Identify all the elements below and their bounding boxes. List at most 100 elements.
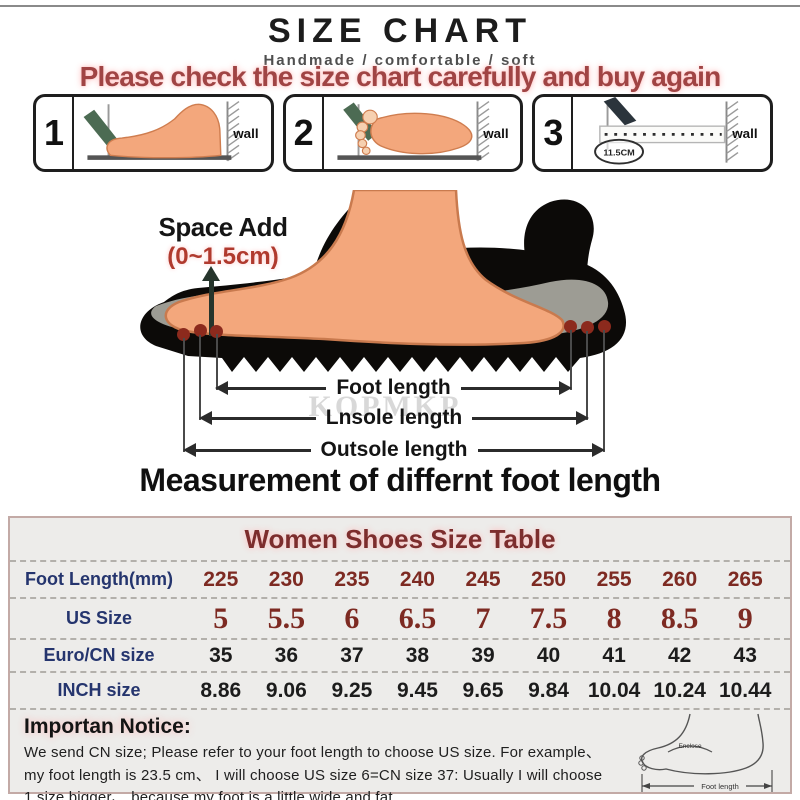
- cell: 9.25: [331, 678, 373, 702]
- cell: 5.5: [267, 601, 306, 635]
- cell: 240: [399, 567, 435, 591]
- notice-line: my foot length is 23.5 cm、 I will choose…: [24, 766, 603, 784]
- cell: 39: [471, 643, 495, 667]
- heel-dot: [564, 320, 577, 333]
- foot-in-shoe: [164, 190, 565, 346]
- row-label: Foot Length(mm): [25, 569, 173, 589]
- ruler-wall-icon: 11.5CM wall: [594, 97, 758, 165]
- wall-hatch: [476, 101, 490, 162]
- foot-outline-sketch: Enclose Foot length: [638, 713, 773, 792]
- cell: 245: [465, 567, 501, 591]
- step-number: 2: [286, 97, 324, 169]
- insole-length-label: Lnsole length: [325, 406, 463, 429]
- notice-line: We send CN size; Please refer to your fo…: [24, 744, 602, 761]
- table-row-us-size: US Size 5 5.5 6 6.5 7 7.5 8 8.5 9: [10, 597, 790, 638]
- cell: 9.84: [528, 678, 569, 702]
- toe-dot: [194, 324, 207, 337]
- toes-icon: [354, 109, 378, 155]
- row-label: US Size: [65, 608, 133, 628]
- wall-hatch: [726, 101, 739, 162]
- toe-dot: [177, 328, 190, 341]
- measure-guide-line: [199, 335, 201, 420]
- watermark: KOPMKP: [308, 390, 462, 423]
- cell: 9.45: [397, 678, 438, 702]
- pencil-icon: [604, 97, 637, 126]
- space-add-title: Space Add: [158, 212, 288, 242]
- enclose-label: Enclose: [678, 743, 702, 750]
- toe-dot: [210, 325, 223, 338]
- green-marker-icon: [83, 109, 121, 150]
- outsole-length-label: Outsole length: [320, 438, 468, 461]
- cell: 265: [727, 567, 763, 591]
- row-label: INCH size: [57, 680, 141, 700]
- outsole-length-arrow: Outsole length: [183, 438, 605, 461]
- cell: 235: [334, 567, 370, 591]
- table-row-inch: INCH size 8.86 9.06 9.25 9.45 9.65 9.84 …: [10, 671, 790, 708]
- notice-title: Importan Notice:: [24, 715, 191, 738]
- cell: 255: [596, 567, 632, 591]
- page-subtitle: Handmade / comfortable / soft: [263, 52, 537, 69]
- cell: 37: [340, 643, 364, 667]
- measure-steps-row: 1 wall 2: [33, 94, 774, 172]
- foot-length-arrow: Foot length: [215, 376, 572, 399]
- measure-guide-line: [216, 334, 218, 390]
- table-row-foot-length: Foot Length(mm) 225 230 235 240 245 250 …: [10, 560, 790, 597]
- wall-label: wall: [732, 126, 758, 141]
- cell: 6: [344, 601, 360, 635]
- foot-side-wall-icon: wall: [83, 101, 259, 162]
- ruler-icon: [599, 125, 726, 144]
- wall-hatch: [227, 101, 240, 162]
- warning-banner: Please check the size chart carefully an…: [79, 61, 722, 92]
- cell: 8: [606, 601, 622, 635]
- cell: 230: [268, 567, 304, 591]
- measure-guide-line: [183, 338, 185, 452]
- insole-length-arrow: Lnsole length: [199, 406, 589, 429]
- green-marker-icon: [342, 102, 378, 141]
- up-arrow-icon: [201, 266, 221, 336]
- page-title: SIZE CHART: [268, 12, 532, 50]
- cell: 40: [536, 643, 561, 667]
- cell: 36: [274, 643, 298, 667]
- cell: 10.04: [587, 678, 641, 702]
- cell: 43: [733, 643, 757, 667]
- foot-side-illustration: [106, 103, 222, 159]
- cell: 7: [475, 601, 491, 635]
- row-label: Euro/CN size: [43, 645, 155, 665]
- cell: 9.65: [462, 678, 504, 702]
- foot-length-sketch-label: Foot length: [701, 782, 739, 791]
- step-number: 1: [36, 97, 74, 169]
- step-figure-top-foot: wall: [324, 97, 521, 169]
- wall-label: wall: [232, 126, 258, 141]
- measure-label: 11.5CM: [604, 148, 635, 158]
- step-panel-1: 1 wall: [33, 94, 274, 172]
- cell: 10.24: [653, 678, 706, 702]
- cell: 41: [602, 643, 626, 667]
- shoe-cutaway-illustration: [140, 190, 627, 372]
- cell: 10.44: [718, 678, 772, 702]
- step-figure-ruler: 11.5CM wall: [573, 97, 770, 169]
- step-number: 3: [535, 97, 574, 169]
- top-border-line: [0, 5, 800, 7]
- step-panel-3: 3 11.5CM wall: [532, 94, 774, 172]
- foot-sole-illustration: [369, 112, 473, 155]
- measure-guide-line: [586, 331, 588, 420]
- cell: 250: [531, 567, 567, 591]
- notice-section: Importan Notice: We send CN size; Please…: [10, 708, 790, 800]
- cell: 5: [213, 601, 229, 635]
- step-figure-side-foot: wall: [74, 97, 271, 169]
- cell: 6.5: [398, 601, 437, 635]
- notice-line: 1 size bigger、 because my foot is a litt…: [24, 789, 398, 800]
- cell: 260: [662, 567, 698, 591]
- cell: 35: [209, 643, 233, 667]
- heel-dot: [598, 320, 611, 333]
- foot-top-wall-icon: wall: [337, 101, 508, 162]
- cell: 8.5: [660, 601, 699, 635]
- cell: 225: [203, 567, 239, 591]
- cell: 42: [667, 643, 692, 667]
- measure-guide-line: [570, 330, 572, 390]
- step-panel-2: 2: [282, 94, 524, 172]
- size-table: Women Shoes Size Table Foot Length(mm) 2…: [8, 516, 792, 800]
- cell: 8.86: [200, 678, 242, 702]
- measure-oval: [594, 138, 645, 165]
